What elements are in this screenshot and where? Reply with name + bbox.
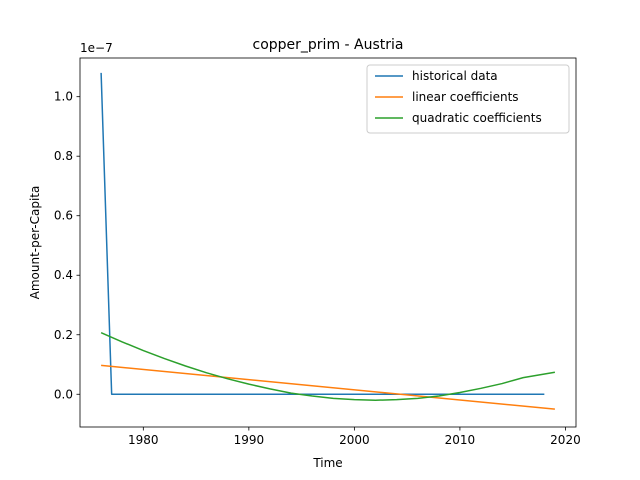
legend-box [366, 64, 570, 134]
x-tick-label: 1980 [128, 433, 159, 447]
y-tick-label: 0.0 [54, 387, 73, 401]
x-tick-label: 2020 [550, 433, 581, 447]
y-tick-label: 0.6 [54, 209, 73, 223]
series-line-3 [100, 331, 556, 401]
y-axis-offset-label: 1e−7 [80, 41, 113, 55]
series-line-1 [100, 72, 545, 396]
y-tick-label: 0.4 [54, 268, 73, 282]
y-tick-label: 0.2 [54, 328, 73, 342]
y-tick-label: 1.0 [54, 90, 73, 104]
legend-label-3: quadratic coefficients [412, 111, 542, 125]
axes-frame [79, 57, 577, 428]
legend-label-2: linear coefficients [412, 90, 519, 104]
x-axis-label: Time [312, 456, 342, 470]
y-axis-label: Amount-per-Capita [28, 186, 42, 300]
legend-label-1: historical data [412, 69, 498, 83]
x-tick-label: 2010 [445, 433, 476, 447]
series-line-2 [101, 364, 555, 410]
x-tick-label: 1990 [234, 433, 265, 447]
chart-title: copper_prim - Austria [253, 37, 404, 53]
legend: historical data linear coefficients quadra… [366, 64, 570, 134]
x-tick-label: 2000 [339, 433, 370, 447]
y-tick-label: 0.8 [54, 149, 73, 163]
plot-area: 1980 1990 2000 2010 2020 0.0 0.2 0.4 0.6 0.8 1.0 [54, 57, 581, 447]
